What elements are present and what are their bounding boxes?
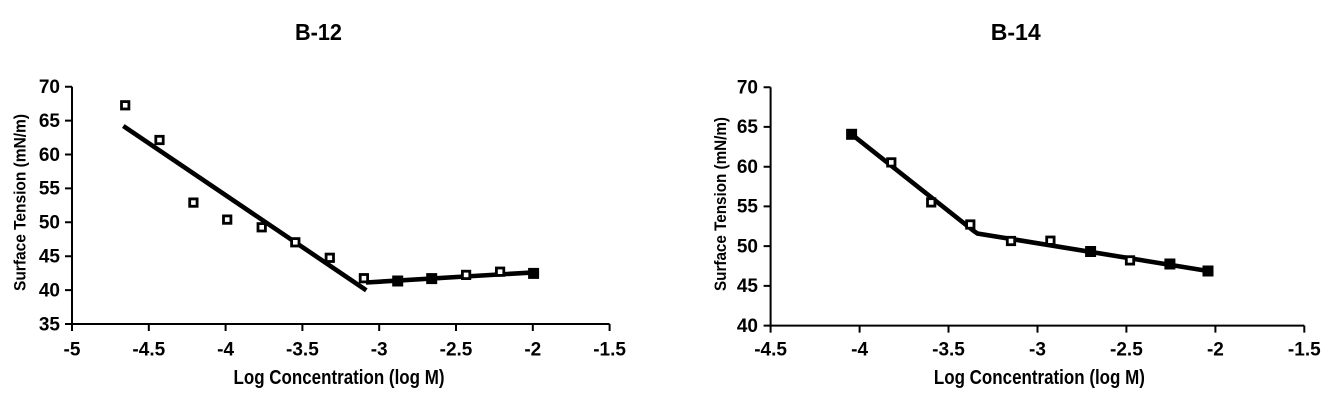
svg-text:70: 70: [39, 77, 60, 98]
svg-text:50: 50: [39, 213, 60, 234]
svg-text:-2: -2: [524, 340, 541, 361]
svg-text:60: 60: [39, 145, 60, 166]
svg-text:-3: -3: [1029, 340, 1046, 361]
svg-text:45: 45: [39, 247, 61, 268]
svg-text:B-12: B-12: [295, 19, 342, 45]
svg-text:-2.5: -2.5: [1110, 340, 1143, 361]
svg-text:65: 65: [39, 111, 61, 132]
svg-text:Surface Tension (mN/m): Surface Tension (mN/m): [11, 114, 30, 291]
svg-text:-1.5: -1.5: [1288, 340, 1321, 361]
svg-text:B-14: B-14: [991, 19, 1041, 45]
svg-text:-4: -4: [851, 340, 868, 361]
svg-text:-5: -5: [64, 340, 81, 361]
svg-text:60: 60: [737, 157, 758, 178]
svg-text:40: 40: [737, 316, 758, 337]
svg-text:45: 45: [737, 276, 759, 297]
svg-text:Log Concentration (log M): Log Concentration (log M): [234, 367, 445, 389]
svg-text:-4.5: -4.5: [754, 340, 787, 361]
svg-text:-1.5: -1.5: [593, 340, 626, 361]
svg-text:70: 70: [737, 78, 758, 99]
svg-text:55: 55: [737, 197, 759, 218]
svg-text:Surface Tension (mN/m): Surface Tension (mN/m): [711, 117, 730, 291]
svg-text:-3.5: -3.5: [286, 340, 319, 361]
svg-text:65: 65: [737, 117, 759, 138]
svg-text:50: 50: [737, 236, 758, 257]
svg-text:40: 40: [39, 280, 60, 301]
svg-text:55: 55: [39, 179, 61, 200]
svg-text:Log Concentration (log M): Log Concentration (log M): [934, 367, 1145, 389]
svg-text:-3: -3: [371, 340, 388, 361]
svg-text:-4.5: -4.5: [132, 340, 165, 361]
svg-text:-2: -2: [1207, 340, 1224, 361]
svg-text:35: 35: [39, 314, 61, 335]
svg-text:-3.5: -3.5: [932, 340, 965, 361]
svg-text:-4: -4: [217, 340, 234, 361]
svg-text:-2.5: -2.5: [440, 340, 473, 361]
